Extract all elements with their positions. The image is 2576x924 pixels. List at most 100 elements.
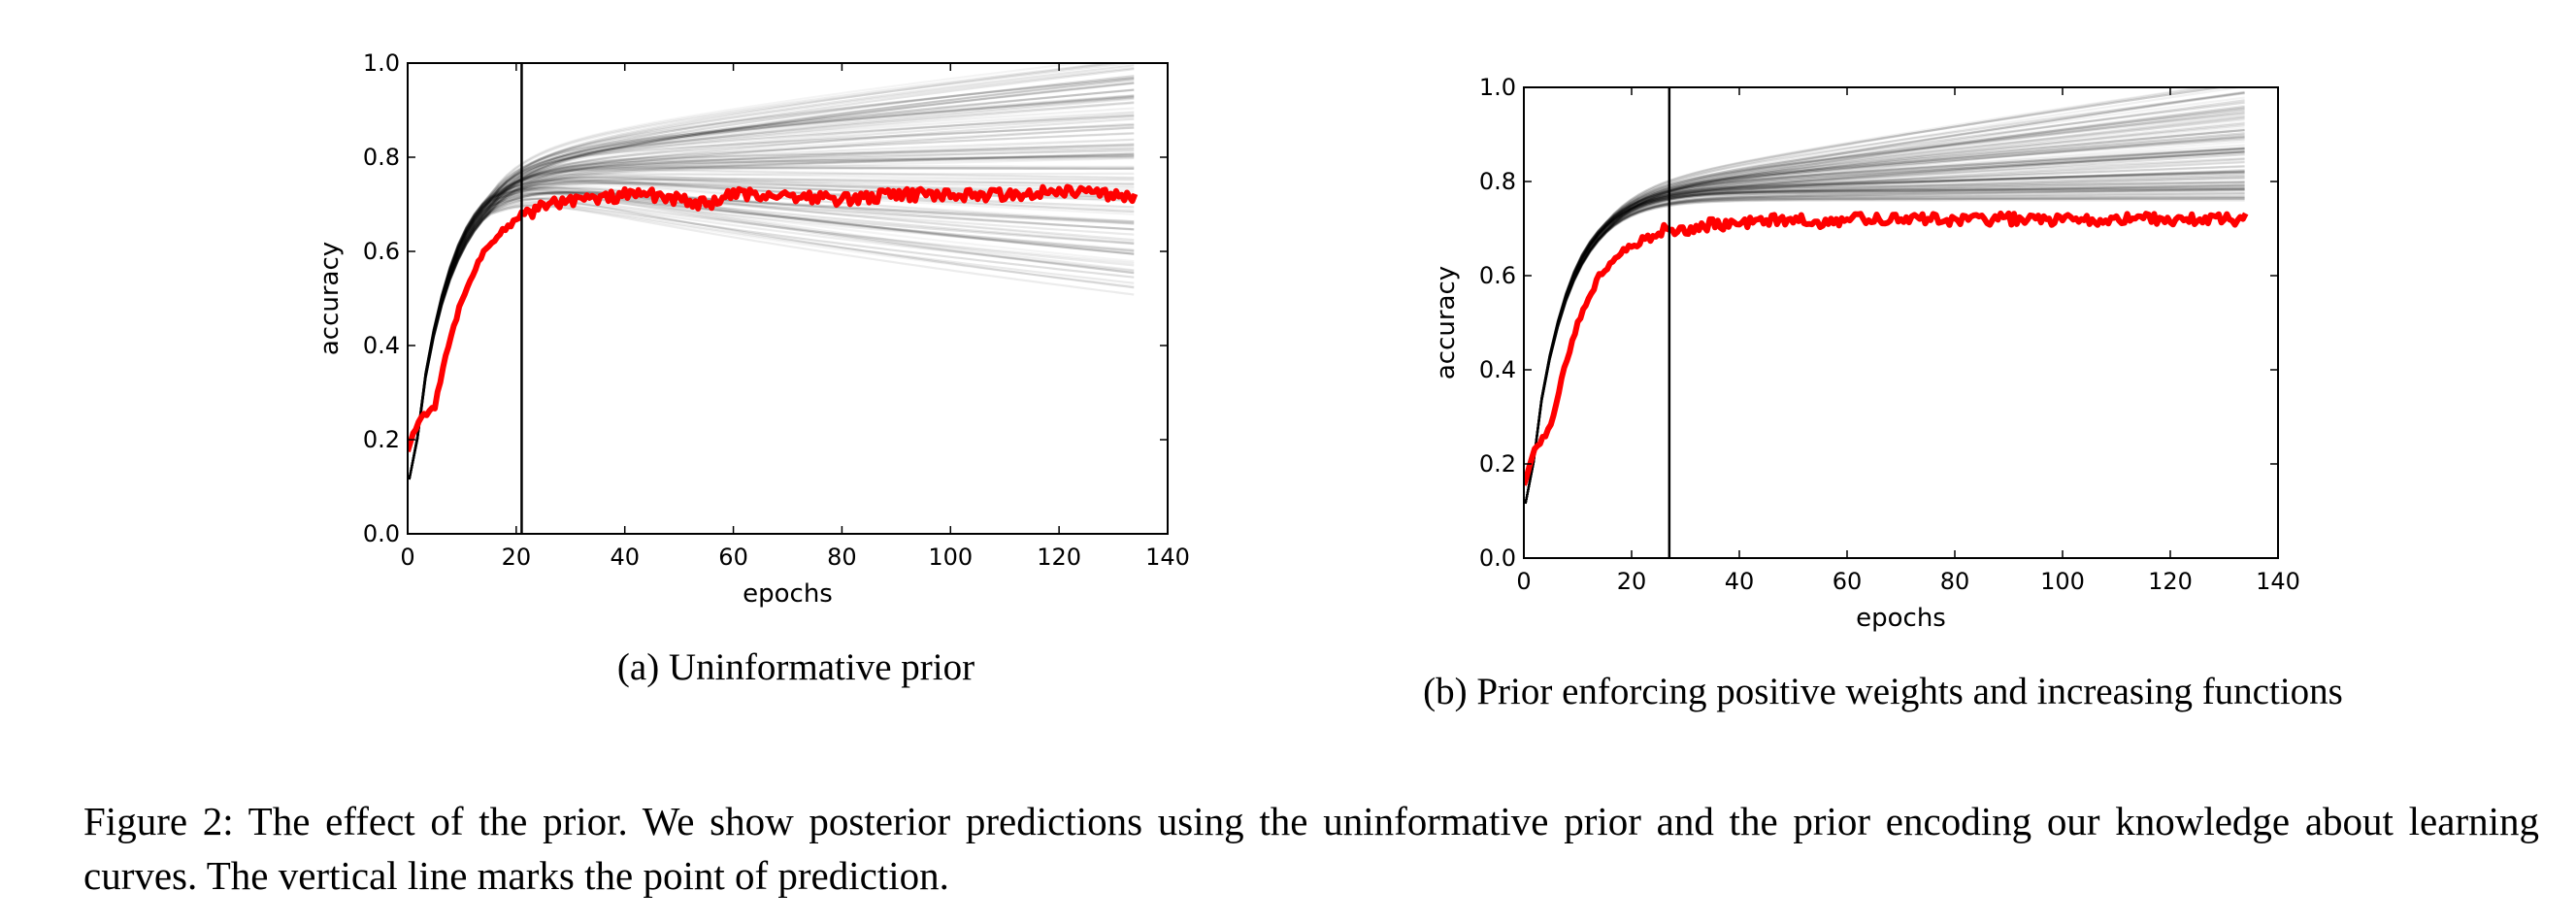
posterior-sample-line [1524, 177, 2245, 504]
posterior-sample-line [408, 144, 1135, 479]
posterior-sample-line [408, 82, 1135, 480]
posterior-sample-line [408, 117, 1135, 480]
posterior-sample-line [408, 178, 1135, 479]
x-tick-label: 120 [1037, 544, 1081, 571]
posterior-sample-line [1524, 181, 2245, 504]
posterior-sample-line [1524, 112, 2245, 504]
posterior-sample-line [408, 152, 1135, 480]
posterior-sample-line [408, 107, 1135, 479]
posterior-sample-line [408, 154, 1135, 479]
posterior-sample-line [1524, 170, 2245, 504]
y-tick-label: 0.8 [363, 144, 400, 171]
posterior-sample-line [1524, 91, 2245, 505]
posterior-sample-line [408, 138, 1135, 480]
chart-panel-a: 0 20 40 60 80 100 120 140 0.0 0.2 0.4 0.6 0.8 1.0 epoc… [301, 29, 1592, 689]
y-tick-label: 0.8 [1479, 168, 1516, 195]
posterior-sample-line [1524, 121, 2245, 504]
posterior-sample-line [408, 114, 1135, 479]
posterior-sample-line [408, 77, 1135, 479]
axes-frame [1523, 86, 2279, 559]
posterior-sample-line [408, 185, 1135, 479]
posterior-sample-line [408, 96, 1135, 479]
posterior-sample-line [408, 192, 1135, 480]
posterior-sample-line [408, 196, 1135, 480]
posterior-sample-line [408, 179, 1135, 479]
y-tick-label: 0.2 [363, 426, 400, 453]
posterior-sample-line [1524, 90, 2245, 505]
posterior-sample-line [408, 122, 1135, 479]
posterior-sample-line [408, 172, 1135, 479]
posterior-sample-line [408, 188, 1135, 479]
posterior-sample-line [1524, 92, 2245, 505]
posterior-sample-line [1524, 196, 2245, 505]
posterior-sample-line [408, 197, 1135, 480]
posterior-sample-line [408, 190, 1135, 480]
posterior-sample-line [1524, 110, 2245, 505]
posterior-sample-line [1524, 129, 2245, 504]
posterior-sample-line [408, 186, 1135, 479]
posterior-sample-line [1524, 108, 2245, 504]
posterior-sample-line [1524, 87, 2228, 504]
posterior-sample-line [408, 64, 1135, 479]
posterior-sample-line [1524, 174, 2245, 505]
posterior-sample-line [408, 88, 1135, 479]
posterior-sample-line [1524, 128, 2245, 504]
y-tick-label: 0.6 [363, 238, 400, 265]
posterior-sample-line [408, 155, 1135, 479]
y-tick-label: 0.6 [1479, 262, 1516, 289]
x-axis-label: epochs [743, 579, 833, 609]
posterior-sample-line [1524, 150, 2245, 505]
posterior-sample-line [1524, 184, 2245, 504]
x-tick-label: 40 [1725, 568, 1755, 595]
posterior-sample-line [408, 112, 1135, 480]
posterior-sample-line [1524, 87, 2210, 504]
posterior-sample-line [1524, 148, 2245, 505]
posterior-sample-line [408, 198, 1135, 480]
posterior-sample-line [1524, 104, 2245, 505]
posterior-sample-line [1524, 187, 2245, 505]
posterior-sample-line [408, 205, 1135, 480]
posterior-sample-line [1524, 134, 2245, 505]
subcaption-b: (b) Prior enforcing positive weights and… [1423, 671, 2343, 712]
posterior-sample-line [1524, 165, 2245, 504]
posterior-sample-line [408, 157, 1135, 480]
posterior-sample-line [1524, 152, 2245, 504]
posterior-sample-line [1524, 170, 2245, 504]
posterior-sample-line [1524, 195, 2245, 505]
posterior-sample-line [1524, 191, 2245, 504]
posterior-sample-line [1524, 182, 2245, 504]
posterior-sample-line [1524, 107, 2245, 504]
posterior-sample-line [1524, 109, 2245, 505]
posterior-sample-line [408, 148, 1135, 480]
posterior-sample-line [1524, 171, 2245, 504]
posterior-sample-line [408, 155, 1135, 479]
posterior-sample-line [1524, 193, 2245, 504]
posterior-sample-line [1524, 122, 2245, 505]
x-tick-label: 40 [610, 544, 640, 571]
posterior-sample-line [1524, 140, 2245, 505]
posterior-sample-line [408, 169, 1135, 479]
posterior-sample-line [1524, 187, 2245, 505]
plot-area [1524, 87, 2249, 505]
posterior-sample-line [408, 95, 1135, 479]
posterior-sample-line [1524, 114, 2245, 504]
posterior-sample-line [408, 186, 1135, 479]
posterior-sample-line [1524, 136, 2245, 504]
posterior-sample-line [408, 76, 1135, 479]
posterior-sample-line [1524, 151, 2245, 504]
posterior-sample-line [408, 114, 1135, 479]
posterior-sample-line [408, 191, 1135, 480]
x-tick-label: 100 [2040, 568, 2085, 595]
posterior-sample-line [1524, 150, 2245, 504]
posterior-sample-line [408, 82, 1135, 480]
posterior-sample-line [1524, 99, 2245, 505]
posterior-sample-line [1524, 181, 2245, 504]
posterior-sample-line [1524, 106, 2245, 504]
posterior-sample-line [408, 165, 1135, 479]
posterior-sample-line [1524, 132, 2245, 504]
posterior-sample-line [408, 145, 1135, 480]
posterior-sample-line [408, 77, 1135, 480]
y-tick-label: 0.2 [1479, 450, 1516, 478]
posterior-sample-line [1524, 199, 2245, 505]
posterior-sample-line [1524, 169, 2245, 505]
